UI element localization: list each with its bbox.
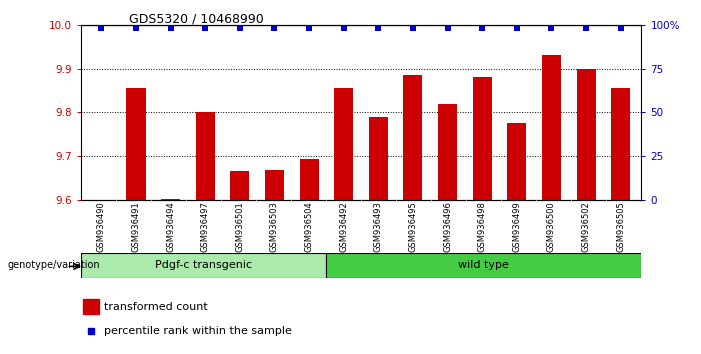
Text: wild type: wild type bbox=[458, 261, 509, 270]
Text: percentile rank within the sample: percentile rank within the sample bbox=[104, 326, 292, 336]
Bar bbox=[81, 253, 326, 278]
Text: Pdgf-c transgenic: Pdgf-c transgenic bbox=[155, 261, 252, 270]
Bar bbox=[196, 112, 215, 200]
Bar bbox=[126, 88, 146, 200]
Bar bbox=[576, 69, 596, 200]
Bar bbox=[508, 123, 526, 200]
Bar bbox=[161, 199, 180, 200]
Bar bbox=[299, 159, 319, 200]
Bar bbox=[472, 77, 491, 200]
Bar bbox=[326, 253, 641, 278]
Text: GDS5320 / 10468990: GDS5320 / 10468990 bbox=[129, 12, 264, 25]
Bar bbox=[369, 117, 388, 200]
Bar bbox=[403, 75, 423, 200]
Text: genotype/variation: genotype/variation bbox=[7, 261, 100, 270]
Bar bbox=[334, 88, 353, 200]
Bar bbox=[265, 170, 284, 200]
Bar bbox=[611, 88, 630, 200]
Bar bbox=[231, 171, 250, 200]
Bar bbox=[542, 56, 561, 200]
Bar bbox=[83, 299, 99, 314]
Bar bbox=[438, 104, 457, 200]
Text: transformed count: transformed count bbox=[104, 302, 207, 312]
